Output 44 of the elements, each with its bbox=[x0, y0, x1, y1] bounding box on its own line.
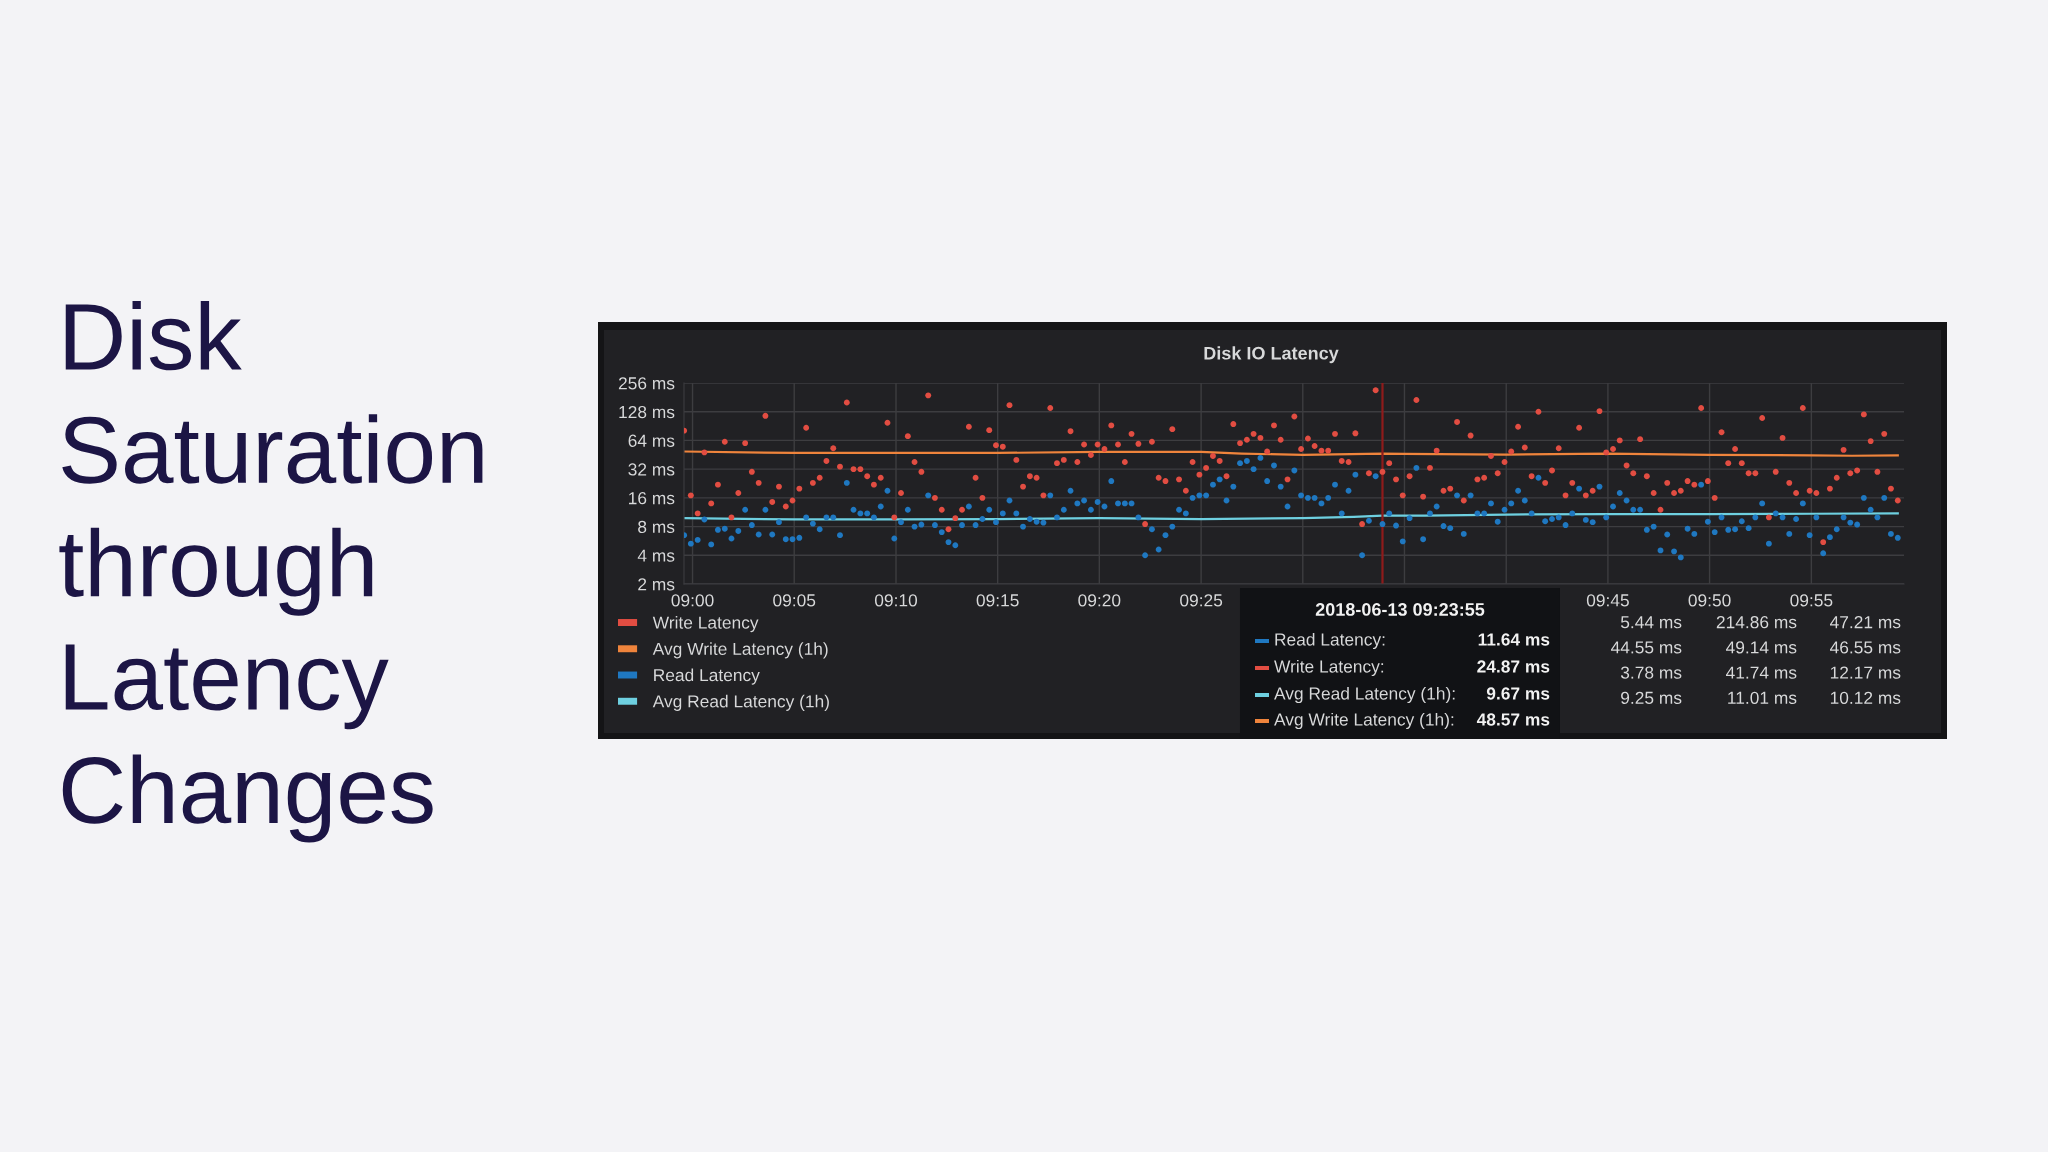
text: Write Latency: bbox=[1274, 659, 1384, 677]
x-tick-label: 09:55 bbox=[1790, 594, 1833, 607]
x-tick-label: 09:20 bbox=[1078, 594, 1121, 607]
text: 46.55 ms bbox=[1829, 641, 1901, 654]
chart-title: Disk IO Latency bbox=[1204, 346, 1339, 364]
y-tick-label: 4 ms bbox=[637, 549, 675, 562]
y-tick-label: 16 ms bbox=[629, 492, 675, 505]
text: 12.17 ms bbox=[1830, 666, 1901, 679]
text: 9.25 ms bbox=[1621, 691, 1682, 704]
text: Avg Read Latency (1h): bbox=[1274, 686, 1455, 704]
y-tick-label: 2 ms bbox=[638, 578, 675, 591]
x-tick-label: 09:15 bbox=[976, 594, 1019, 607]
text: 47.21 ms bbox=[1829, 616, 1901, 629]
x-tick-label: 09:05 bbox=[773, 594, 816, 607]
legend-label: Write Latency bbox=[652, 616, 759, 633]
legend-label: Avg Read Latency (1h) bbox=[652, 694, 829, 711]
text: 11.01 ms bbox=[1728, 691, 1797, 704]
x-tick-label: 09:45 bbox=[1586, 594, 1629, 607]
y-tick-label: 32 ms bbox=[628, 463, 675, 476]
text: Read Latency: bbox=[1275, 632, 1385, 650]
text: 2018-06-13 09:23:55 bbox=[1315, 603, 1485, 616]
text: 44.55 ms bbox=[1610, 641, 1682, 654]
text: 49.14 ms bbox=[1725, 641, 1797, 654]
legend-label: Avg Write Latency (1h) bbox=[652, 642, 828, 659]
x-tick-label: 09:50 bbox=[1688, 594, 1731, 607]
text: 41.74 ms bbox=[1725, 666, 1797, 679]
y-tick-label: 64 ms bbox=[628, 434, 675, 447]
x-tick-label: 09:00 bbox=[671, 594, 714, 607]
y-tick-label: 256 ms bbox=[618, 377, 675, 390]
text: 9.67 ms bbox=[1486, 687, 1550, 700]
y-tick-label: 8 ms bbox=[638, 520, 675, 534]
text: 48.57 ms bbox=[1476, 713, 1550, 726]
text: Avg Write Latency (1h): bbox=[1274, 712, 1454, 730]
text: 5.44 ms bbox=[1620, 616, 1682, 629]
text: 11.64 ms bbox=[1478, 633, 1550, 646]
text: 10.12 ms bbox=[1830, 691, 1901, 704]
legend-label: Read Latency bbox=[654, 668, 760, 685]
text: 24.87 ms bbox=[1477, 660, 1550, 673]
text: 3.78 ms bbox=[1620, 666, 1682, 679]
y-tick-label: 128 ms bbox=[619, 405, 675, 419]
text: 214.86 ms bbox=[1716, 616, 1797, 629]
x-tick-label: 09:25 bbox=[1180, 594, 1223, 607]
x-tick-label: 09:10 bbox=[874, 594, 918, 607]
text: Disk Saturation through Latency Changes bbox=[59, 301, 483, 843]
